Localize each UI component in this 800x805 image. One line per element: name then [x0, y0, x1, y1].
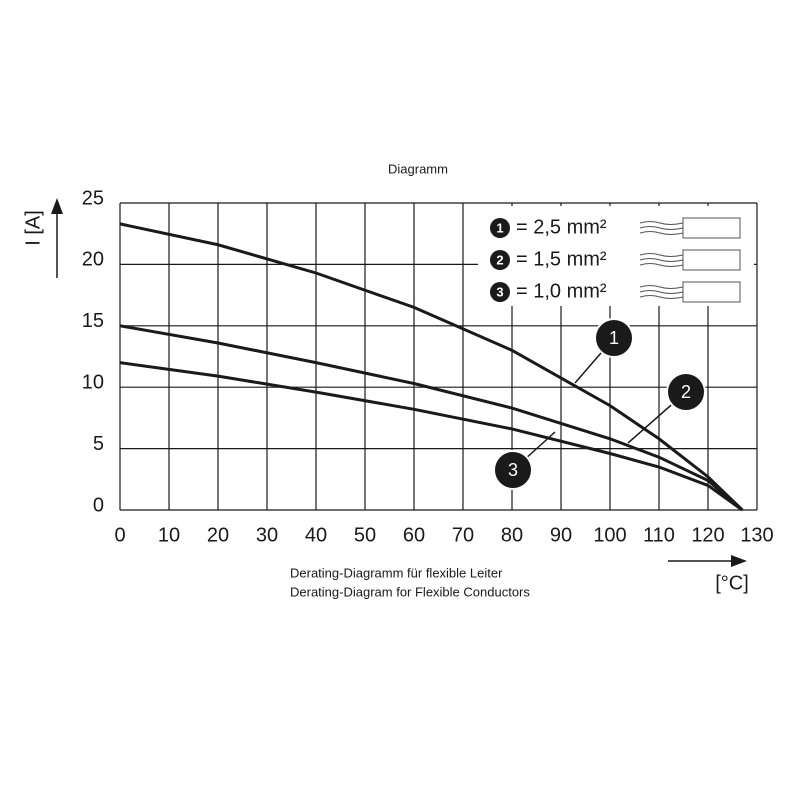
caption: Derating-Diagram for Flexible Conductors: [290, 584, 530, 599]
legend-label: = 1,5 mm²: [516, 248, 607, 270]
x-arrow-head: [731, 555, 747, 567]
callout-circle: [594, 318, 634, 358]
legend-marker-label: 1: [496, 220, 503, 235]
x-tick-label: 70: [452, 524, 474, 546]
x-tick-label: 50: [354, 524, 376, 546]
series-line: [119, 222, 744, 512]
x-tick-label: 40: [305, 524, 327, 546]
chart-title: Diagramm: [388, 161, 448, 176]
legend-marker: [490, 282, 510, 302]
x-tick-label: 130: [740, 524, 773, 546]
legend-marker-label: 3: [496, 284, 503, 299]
x-tick-label: 80: [501, 524, 523, 546]
y-axis-label: I [A]: [22, 210, 44, 246]
plot: [119, 222, 744, 512]
x-tick-label: 120: [691, 524, 724, 546]
y-tick-label: 15: [82, 310, 104, 332]
legend-icons: [639, 217, 741, 303]
x-tick-label: 30: [256, 524, 278, 546]
x-tick-label: 100: [593, 524, 626, 546]
caption: Derating-Diagramm für flexible Leiter: [290, 565, 503, 580]
x-axis-label: [°C]: [715, 572, 749, 594]
callout-label: 1: [609, 328, 619, 348]
legend-label: = 2,5 mm²: [516, 216, 607, 238]
callout-label: 2: [681, 382, 691, 402]
x-tick-label: 20: [207, 524, 229, 546]
y-arrow-head: [51, 198, 63, 214]
x-tick-label: 10: [158, 524, 180, 546]
series-line: [119, 361, 744, 512]
legend-marker-label: 2: [496, 252, 503, 267]
callout-circle: [493, 450, 533, 490]
legend-marker: [490, 250, 510, 270]
callout-circle: [666, 372, 706, 412]
y-tick-label: 25: [82, 187, 104, 209]
legend-marker: [490, 218, 510, 238]
legend-box: [478, 206, 754, 306]
grid: [119, 202, 758, 511]
x-tick-label: 110: [643, 524, 675, 546]
x-tick-label: 0: [114, 524, 125, 546]
x-tick-label: 90: [550, 524, 572, 546]
y-tick-label: 20: [82, 249, 104, 271]
y-tick-label: 10: [82, 371, 104, 393]
y-tick-label: 0: [93, 494, 104, 516]
callout-label: 3: [508, 460, 518, 480]
x-tick-label: 60: [403, 524, 425, 546]
series-line: [119, 324, 744, 512]
y-tick-label: 5: [93, 433, 104, 455]
legend-label: = 1,0 mm²: [516, 280, 607, 302]
